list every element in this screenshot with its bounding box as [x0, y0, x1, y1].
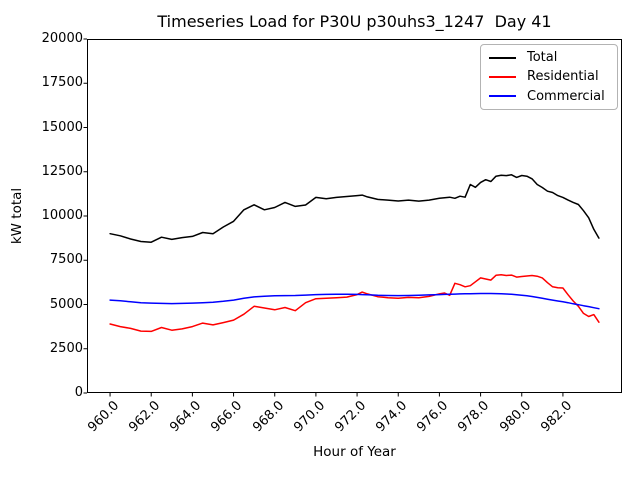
- y-tick-label: 10000: [41, 208, 83, 223]
- x-axis-label: Hour of Year: [313, 444, 396, 460]
- y-tick-label: 17500: [41, 75, 83, 91]
- residential-line: [109, 274, 600, 333]
- chart-title: Timeseries Load for P30U p30uhs3_1247 Da…: [157, 12, 552, 31]
- legend: Total Residential Commercial: [480, 44, 618, 110]
- total-line: [109, 174, 600, 243]
- y-axis-label: kW total: [9, 187, 25, 245]
- y-tick-label: 5000: [49, 296, 83, 312]
- axes-frame: [87, 39, 622, 393]
- legend-label-residential: Residential: [527, 69, 599, 85]
- total-line-swatch: [489, 56, 516, 59]
- commercial-line: [109, 292, 600, 310]
- legend-label-commercial: Commercial: [527, 88, 605, 104]
- legend-item-total: Total: [489, 50, 609, 65]
- y-tick-label: 0: [74, 385, 83, 400]
- y-tick-label: 12500: [41, 163, 83, 179]
- residential-line-swatch: [489, 75, 516, 78]
- y-tick-label: 2500: [49, 340, 83, 356]
- commercial-line-swatch: [489, 95, 516, 98]
- legend-item-residential: Residential: [489, 69, 609, 84]
- y-tick-label: 7500: [49, 252, 83, 268]
- y-tick-label: 20000: [41, 31, 83, 46]
- legend-label-total: Total: [527, 50, 558, 66]
- y-tick-label: 15000: [41, 119, 83, 135]
- legend-item-commercial: Commercial: [489, 89, 609, 104]
